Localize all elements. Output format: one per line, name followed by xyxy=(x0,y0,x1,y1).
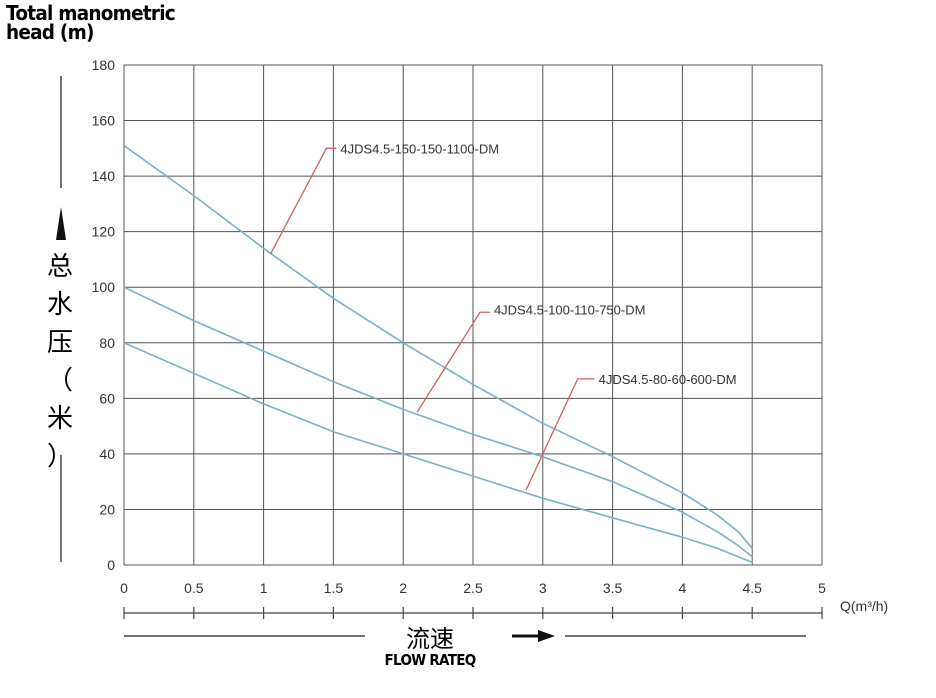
x-tick-label: 3 xyxy=(539,580,547,596)
x-tick-label: 1 xyxy=(260,580,268,596)
y-tick-label: 0 xyxy=(107,557,115,573)
curve-4JDS4.5-100-110-750-DM xyxy=(123,286,753,558)
y-axis-label-cn: 总 水 压 （ 米 ） xyxy=(40,248,80,476)
y-label-char: 水 xyxy=(46,290,73,320)
y-tick-label: 100 xyxy=(92,279,116,295)
leader-line xyxy=(416,311,490,413)
y-tick-label: 120 xyxy=(92,224,116,240)
y-tick-label: 20 xyxy=(99,501,115,517)
x-tick-label: 5 xyxy=(818,580,826,596)
y-tick-label: 180 xyxy=(92,57,116,73)
chart-title: Total manometric head (m) xyxy=(6,1,176,44)
series-label: 4JDS4.5-80-60-600-DM xyxy=(599,372,737,387)
x-axis-label-cn: 流速 xyxy=(406,625,454,653)
x-tick-label: 4.5 xyxy=(742,580,762,596)
curve-4JDS4.5-150-150-1100-DM xyxy=(123,144,753,549)
y-label-char: （ xyxy=(46,366,73,396)
y-label-char: 米 xyxy=(46,404,73,434)
y-label-char: ） xyxy=(46,442,73,472)
y-tick-label: 40 xyxy=(99,446,115,462)
x-axis-unit: Q(m³/h) xyxy=(840,598,889,614)
y-label-char: 压 xyxy=(46,328,73,358)
x-arrow-head-icon xyxy=(538,630,555,642)
y-label-char: 总 xyxy=(46,252,73,282)
y-arrow-head-icon xyxy=(56,207,66,240)
curve-4JDS4.5-80-60-600-DM xyxy=(123,342,753,563)
x-tick-label: 2 xyxy=(399,580,407,596)
x-tick-label: 0 xyxy=(120,580,128,596)
x-axis-label-en: FLOW RATEQ xyxy=(384,651,477,669)
y-tick-label: 80 xyxy=(99,335,115,351)
y-tick-label: 160 xyxy=(92,113,116,129)
y-tick-label: 140 xyxy=(92,168,116,184)
leader-line xyxy=(525,378,595,491)
x-tick-label: 0.5 xyxy=(184,580,204,596)
x-tick-label: 4 xyxy=(679,580,687,596)
x-tick-label: 1.5 xyxy=(324,580,344,596)
leader-line xyxy=(270,147,337,255)
series-label: 4JDS4.5-150-150-1100-DM xyxy=(340,141,499,156)
x-tick-label: 3.5 xyxy=(603,580,623,596)
y-tick-label: 60 xyxy=(99,390,115,406)
series-label: 4JDS4.5-100-110-750-DM xyxy=(494,302,646,317)
x-tick-label: 2.5 xyxy=(463,580,483,596)
